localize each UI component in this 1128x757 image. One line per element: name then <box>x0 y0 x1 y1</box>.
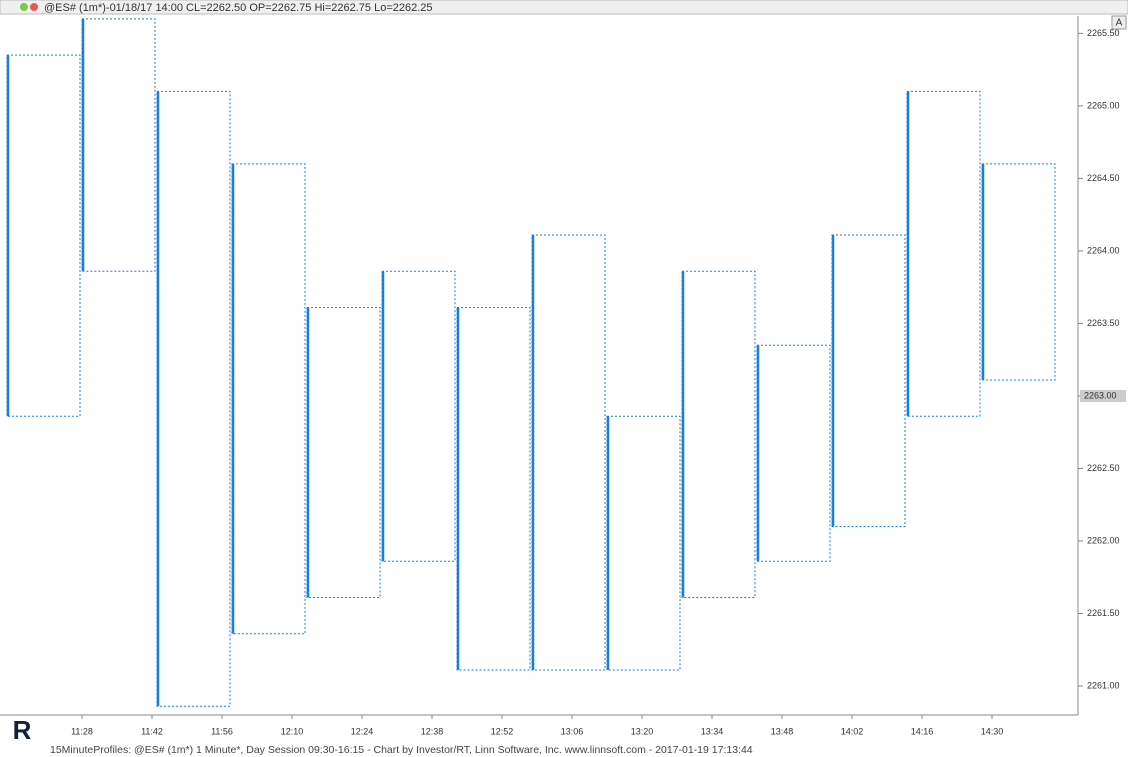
y-tick-label: 2264.50 <box>1087 173 1120 183</box>
x-tick-label: 13:34 <box>701 726 724 736</box>
x-tick-label: 11:28 <box>71 726 93 736</box>
profile-box <box>981 163 1056 381</box>
status-icon <box>30 3 38 11</box>
y-tick-label: 2261.00 <box>1087 680 1120 690</box>
profile-box <box>831 234 906 527</box>
x-tick-label: 13:48 <box>771 726 794 736</box>
x-tick-label: 14:30 <box>981 726 1004 736</box>
profile-box <box>231 163 306 635</box>
y-tick-label: 2262.00 <box>1087 535 1120 545</box>
profile-box <box>606 415 681 671</box>
x-tick-label: 12:10 <box>281 726 304 736</box>
y-tick-label: 2265.00 <box>1087 100 1120 110</box>
x-tick-label: 12:52 <box>491 726 514 736</box>
y-tick-label: 2265.50 <box>1087 28 1120 38</box>
header-text: @ES# (1m*)-01/18/17 14:00 CL=2262.50 OP=… <box>44 2 433 14</box>
x-tick-label: 12:24 <box>351 726 374 736</box>
footer-text: 15MinuteProfiles: @ES# (1m*) 1 Minute*, … <box>50 744 753 756</box>
status-icon <box>20 3 28 11</box>
x-tick-label: 13:20 <box>631 726 654 736</box>
y-tick-label: 2262.50 <box>1087 463 1120 473</box>
x-tick-label: 11:42 <box>141 726 163 736</box>
profile-box <box>531 234 606 671</box>
last-price-box <box>1080 389 1126 402</box>
button-label[interactable]: A <box>1116 18 1123 29</box>
profile-box <box>681 270 756 599</box>
last-price-label: 2263.00 <box>1084 390 1117 400</box>
autoscale-button[interactable] <box>1111 15 1127 30</box>
x-tick-label: 14:16 <box>911 726 934 736</box>
y-tick-label: 2264.00 <box>1087 245 1120 255</box>
x-tick-label: 14:02 <box>841 726 864 736</box>
header-bar <box>0 0 1128 15</box>
x-tick-label: 12:38 <box>421 726 444 736</box>
logo <box>8 718 44 754</box>
y-tick-label: 2261.50 <box>1087 608 1120 618</box>
logo-r: R <box>13 715 32 745</box>
x-tick-label: 13:06 <box>561 726 584 736</box>
profile-box <box>756 344 831 562</box>
profile-box <box>6 54 81 417</box>
y-tick-label: 2263.50 <box>1087 318 1120 328</box>
x-tick-label: 11:56 <box>211 726 233 736</box>
